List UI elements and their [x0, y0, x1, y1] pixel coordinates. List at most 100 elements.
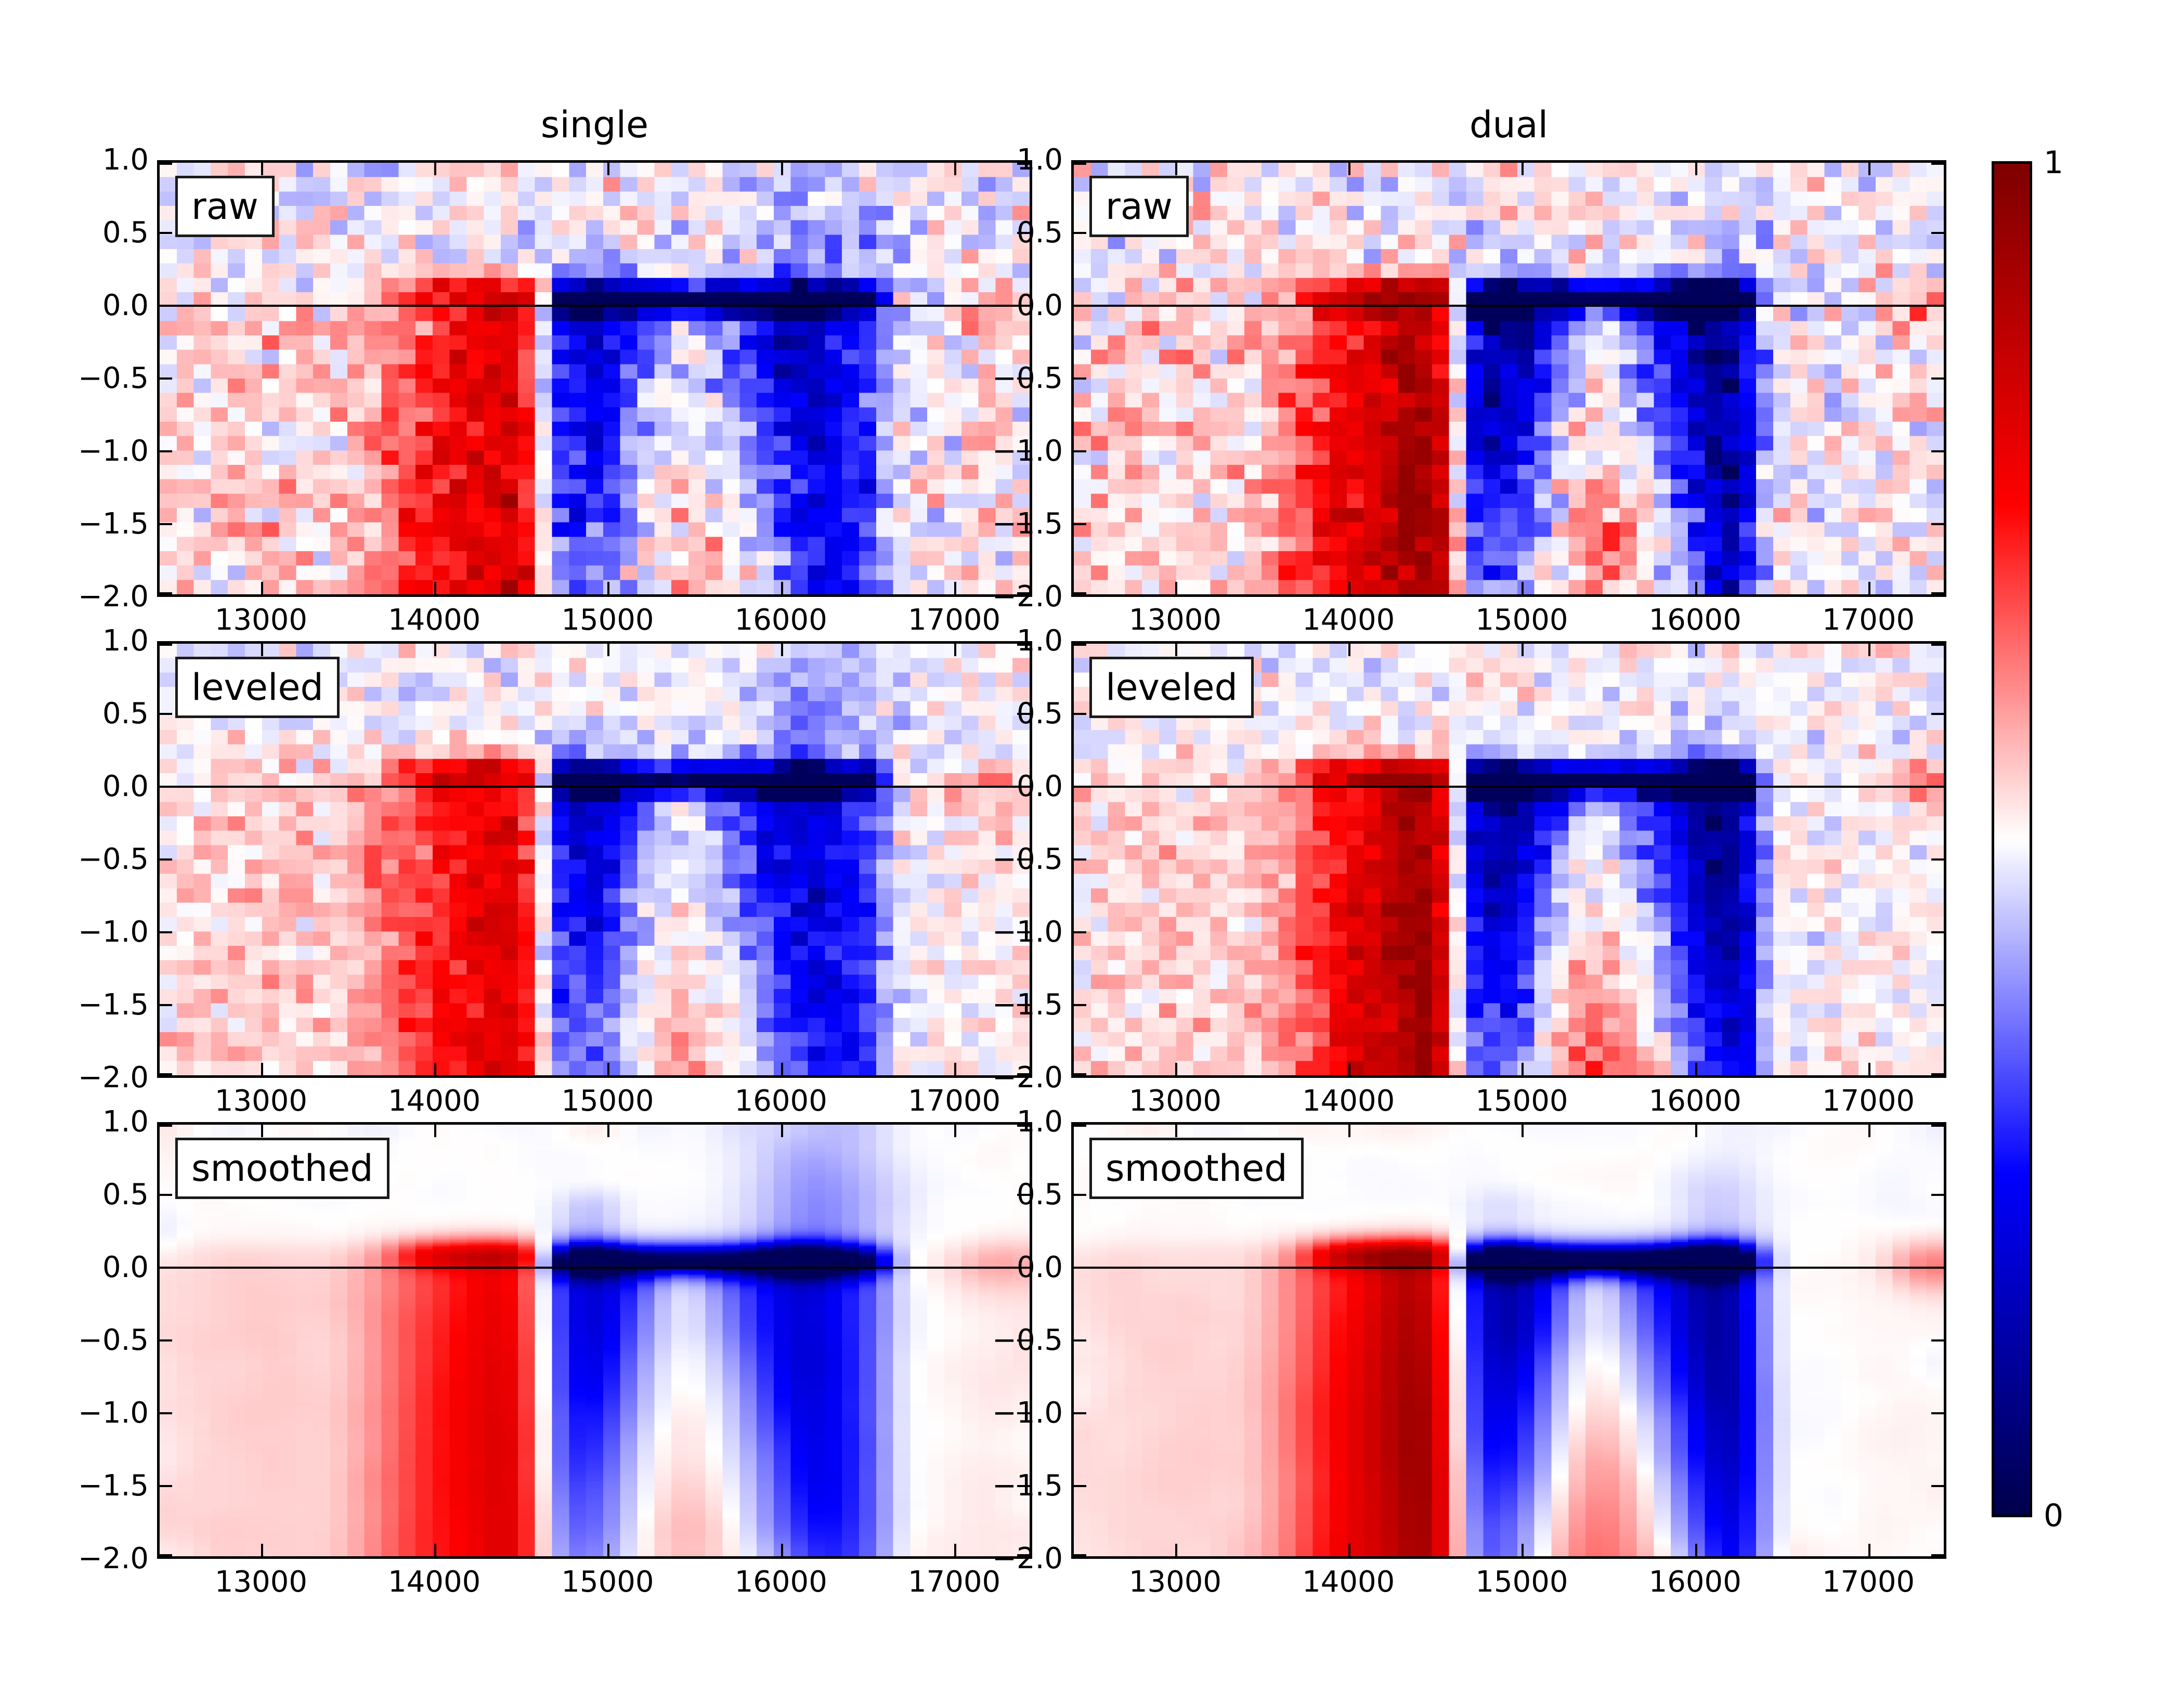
x-tick-label: 14000	[1302, 1084, 1395, 1118]
colorbar-label-max: 1	[2044, 145, 2064, 181]
x-tick-mark	[954, 582, 957, 594]
y-tick-mark	[160, 1267, 172, 1269]
x-tick-label: 17000	[907, 1565, 1001, 1599]
x-tick-mark	[1175, 163, 1177, 175]
y-tick-mark	[1017, 858, 1030, 861]
y-tick-mark	[1931, 713, 1944, 715]
x-tick-mark	[1522, 1125, 1524, 1137]
y-tick-mark	[1074, 1004, 1086, 1006]
y-tick-mark	[1017, 163, 1030, 165]
y-tick-label: −2.0	[992, 580, 1063, 614]
y-tick-mark	[1074, 1125, 1086, 1127]
x-tick-mark	[1695, 1544, 1697, 1556]
x-tick-mark	[1522, 582, 1524, 594]
y-tick-mark	[1017, 1004, 1030, 1006]
x-tick-label: 15000	[561, 603, 654, 637]
y-tick-label: 1.0	[102, 143, 149, 177]
y-tick-mark	[1931, 931, 1944, 933]
y-tick-label: −1.5	[78, 988, 149, 1022]
column-title-dual: dual	[1469, 103, 1549, 146]
column-title-single: single	[540, 103, 649, 146]
y-tick-label: −0.5	[992, 1323, 1063, 1357]
y-tick-mark	[160, 377, 172, 380]
panel-single-raw: raw	[157, 160, 1032, 597]
row-label-raw: raw	[175, 176, 275, 237]
row-label-smoothed: smoothed	[1089, 1138, 1304, 1199]
zero-line	[1074, 305, 1944, 307]
x-tick-mark	[954, 644, 957, 656]
y-tick-label: 0.0	[1016, 770, 1063, 803]
y-tick-mark	[160, 1554, 172, 1556]
y-tick-label: −1.0	[78, 915, 149, 949]
x-tick-mark	[1175, 644, 1177, 656]
zero-line	[160, 1267, 1030, 1269]
y-tick-label: −1.0	[992, 1396, 1063, 1430]
y-tick-mark	[1017, 377, 1030, 380]
y-tick-label: 1.0	[1016, 624, 1063, 658]
x-tick-mark	[1695, 582, 1697, 594]
x-tick-mark	[954, 1063, 957, 1075]
x-tick-mark	[1522, 1544, 1524, 1556]
x-tick-mark	[781, 1544, 783, 1556]
y-tick-label: −1.0	[78, 1396, 149, 1430]
x-tick-label: 13000	[1128, 603, 1222, 637]
x-tick-mark	[1868, 1125, 1871, 1137]
x-tick-mark	[1695, 1125, 1697, 1137]
y-tick-mark	[1931, 1485, 1944, 1487]
x-tick-label: 15000	[561, 1565, 654, 1599]
y-tick-mark	[160, 1412, 172, 1414]
y-tick-mark	[1931, 592, 1944, 594]
y-tick-label: 0.0	[102, 289, 149, 322]
y-tick-mark	[1017, 1485, 1030, 1487]
x-tick-mark	[1868, 1063, 1871, 1075]
x-tick-mark	[1348, 1125, 1351, 1137]
x-tick-label: 17000	[1822, 603, 1915, 637]
x-tick-mark	[954, 163, 957, 175]
y-tick-mark	[1931, 377, 1944, 380]
y-tick-mark	[160, 305, 172, 307]
y-tick-mark	[1931, 1004, 1944, 1006]
y-tick-label: −2.0	[78, 580, 149, 614]
panel-dual-leveled: leveled	[1071, 641, 1946, 1078]
y-tick-mark	[1931, 450, 1944, 452]
x-tick-mark	[261, 1125, 263, 1137]
x-tick-mark	[1348, 1544, 1351, 1556]
x-tick-label: 13000	[1128, 1565, 1222, 1599]
x-tick-mark	[1868, 1544, 1871, 1556]
y-tick-mark	[1074, 1267, 1086, 1269]
y-tick-mark	[1074, 377, 1086, 380]
x-tick-label: 13000	[1128, 1084, 1222, 1118]
x-tick-label: 17000	[1822, 1084, 1915, 1118]
y-tick-mark	[1074, 1194, 1086, 1196]
x-tick-mark	[434, 1063, 437, 1075]
y-tick-mark	[160, 232, 172, 234]
y-tick-mark	[1074, 931, 1086, 933]
x-tick-mark	[781, 644, 783, 656]
x-tick-mark	[1175, 1063, 1177, 1075]
panel-dual-raw: raw	[1071, 160, 1946, 597]
x-tick-label: 13000	[214, 603, 308, 637]
y-tick-mark	[1931, 523, 1944, 525]
y-tick-label: −2.0	[78, 1061, 149, 1095]
y-tick-mark	[160, 786, 172, 788]
y-tick-mark	[1017, 1339, 1030, 1342]
x-tick-mark	[607, 644, 610, 656]
y-tick-mark	[1931, 786, 1944, 788]
x-tick-label: 16000	[1648, 1565, 1741, 1599]
zero-line	[1074, 1267, 1944, 1269]
x-tick-mark	[434, 1544, 437, 1556]
y-tick-label: 0.5	[102, 697, 149, 731]
x-tick-mark	[607, 163, 610, 175]
x-tick-mark	[781, 582, 783, 594]
y-tick-mark	[1017, 305, 1030, 307]
x-tick-label: 17000	[907, 1084, 1001, 1118]
x-tick-mark	[1695, 1063, 1697, 1075]
colorbar	[1992, 161, 2032, 1517]
y-tick-mark	[1074, 305, 1086, 307]
x-tick-label: 16000	[734, 1084, 827, 1118]
x-tick-label: 14000	[388, 1565, 481, 1599]
x-tick-label: 14000	[388, 603, 481, 637]
y-tick-mark	[1017, 232, 1030, 234]
x-tick-label: 14000	[1302, 603, 1395, 637]
y-tick-label: −0.5	[992, 842, 1063, 876]
